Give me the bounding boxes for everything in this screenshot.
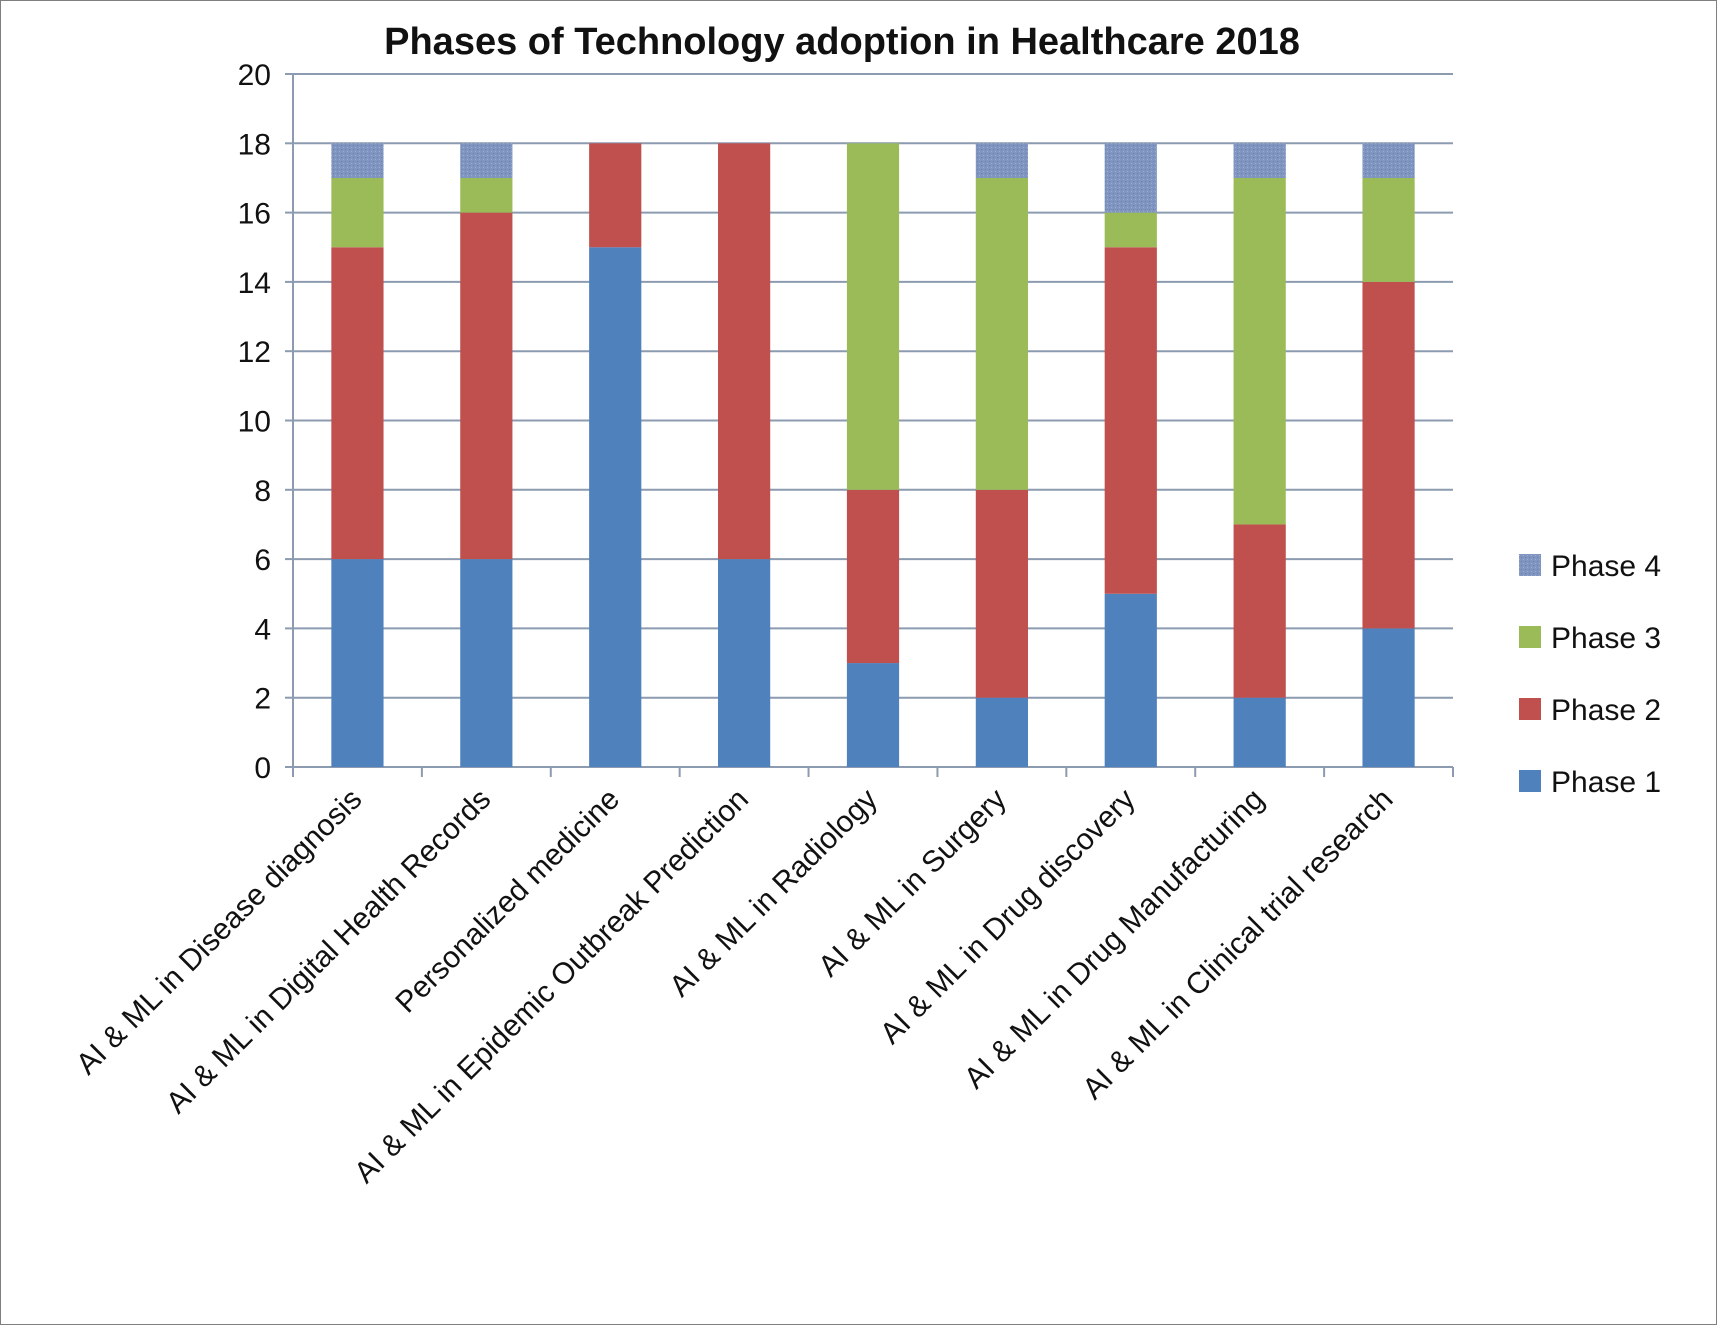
bar-segment-phase-1 (589, 247, 642, 767)
bar-segment-phase-3 (1362, 177, 1415, 282)
chart-title: Phases of Technology adoption in Healthc… (384, 21, 1300, 63)
bar-segment-phase-1 (975, 697, 1028, 767)
y-tick-label: 0 (254, 752, 271, 785)
bar-segment-phase-1 (331, 559, 384, 767)
legend-label: Phase 4 (1551, 550, 1661, 583)
bar-segment-phase-4 (1104, 143, 1157, 213)
bar-segment-phase-2 (846, 489, 900, 664)
legend: Phase 4 Phase 3 Phase 2 Phase 1 (1519, 550, 1661, 799)
bar-segment-phase-4 (1233, 143, 1286, 178)
bar-segment-phase-2 (975, 489, 1028, 698)
bar-segment-phase-1 (718, 559, 771, 767)
bar-segment-phase-1 (1233, 697, 1286, 767)
bar-segment-phase-1 (1362, 628, 1415, 767)
x-tick-label: AI & ML in Drug discovery (874, 783, 1142, 1051)
legend-swatch-phase-4 (1519, 554, 1541, 576)
bar-segment-phase-2 (460, 212, 513, 560)
bar-segment-phase-4 (975, 143, 1028, 178)
y-tick-label: 12 (238, 336, 271, 369)
y-tick-label: 10 (238, 406, 271, 439)
bar-segment-phase-2 (1362, 281, 1415, 629)
y-tick-label: 8 (254, 475, 271, 508)
bar-segment-phase-1 (846, 663, 900, 767)
y-tick-label: 4 (254, 613, 271, 646)
bar-segment-phase-1 (460, 559, 513, 767)
legend-label: Phase 3 (1551, 622, 1661, 655)
legend-label: Phase 2 (1551, 694, 1661, 727)
bar-segment-phase-3 (331, 177, 384, 248)
legend-swatch-phase-2 (1519, 698, 1541, 720)
bar-segment-phase-2 (331, 247, 384, 560)
bar-segment-phase-4 (331, 143, 384, 178)
bar-segment-phase-1 (1104, 593, 1157, 767)
bar-segment-phase-2 (1233, 524, 1286, 698)
legend-swatch-phase-1 (1519, 770, 1541, 792)
y-tick-label: 6 (254, 544, 271, 577)
bar-segment-phase-3 (1104, 212, 1157, 248)
bar-segment-phase-2 (718, 143, 771, 560)
bar-segment-phase-2 (589, 143, 642, 248)
y-tick-label: 18 (238, 128, 271, 161)
bar-segment-phase-3 (460, 177, 513, 213)
y-tick-label: 20 (238, 59, 271, 92)
bar-segment-phase-3 (846, 143, 900, 490)
y-tick-label: 2 (254, 683, 271, 716)
bars (331, 143, 1415, 767)
legend-swatch-phase-3 (1519, 626, 1541, 648)
bar-segment-phase-2 (1104, 247, 1157, 594)
y-tick-labels: 0 2 4 6 8 10 12 14 16 18 20 (238, 59, 271, 785)
y-tick-label: 14 (238, 267, 271, 300)
bar-segment-phase-3 (1233, 177, 1286, 525)
bar-segment-phase-4 (1362, 143, 1415, 178)
bar-segment-phase-4 (460, 143, 513, 178)
bar-segment-phase-3 (975, 177, 1028, 490)
x-tick-label: AI & ML in Radiology (663, 783, 884, 1004)
y-tick-label: 16 (238, 198, 271, 231)
legend-label: Phase 1 (1551, 766, 1661, 799)
x-tick-label: Personalized medicine (389, 783, 626, 1020)
